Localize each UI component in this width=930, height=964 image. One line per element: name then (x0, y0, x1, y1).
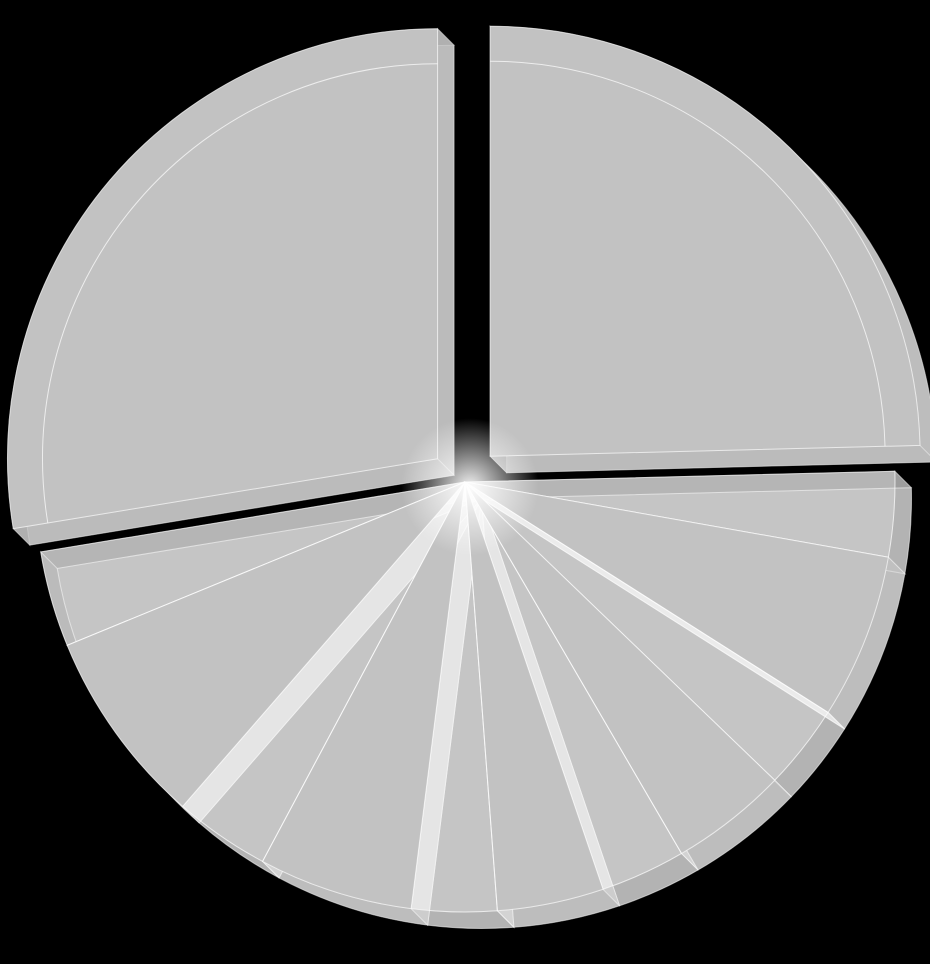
pie-chart (0, 0, 930, 964)
